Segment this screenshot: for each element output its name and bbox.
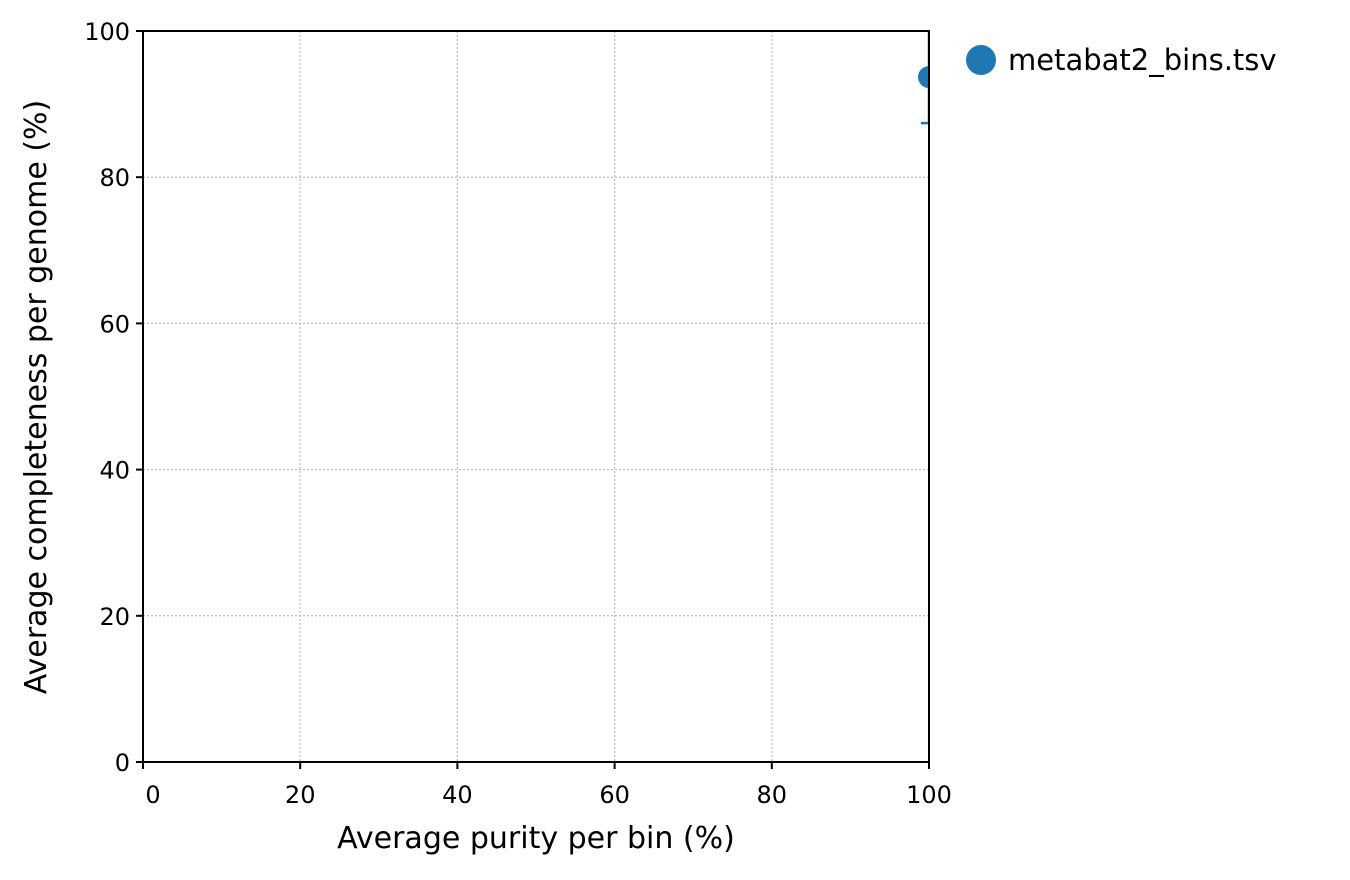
- axes: [142, 30, 930, 763]
- grid: [143, 31, 929, 762]
- y-tick-label: 60: [99, 310, 130, 338]
- y-tick-label: 0: [115, 749, 130, 777]
- x-tick-label: 20: [285, 781, 316, 809]
- x-tick-label: 100: [906, 781, 952, 809]
- x-axis-label: Average purity per bin (%): [337, 821, 735, 856]
- x-tick-label: 0: [145, 781, 160, 809]
- x-tick-label: 60: [599, 781, 630, 809]
- y-tick-label: 40: [99, 457, 130, 485]
- x-tick-label: 80: [757, 781, 788, 809]
- plot-frame: [142, 30, 930, 763]
- ticks: 0 20 40 60 80 100 0 20 40 60 80 100: [84, 18, 952, 809]
- x-tick-label: 40: [442, 781, 473, 809]
- y-axis-label: Average completeness per genome (%): [19, 100, 54, 695]
- y-tick-label: 80: [99, 164, 130, 192]
- y-tick-label: 100: [84, 18, 130, 46]
- legend-marker: [966, 45, 996, 75]
- data-layer: [918, 31, 929, 125]
- legend: metabat2_bins.tsv: [966, 43, 1277, 77]
- y-tick-label: 20: [99, 603, 130, 631]
- legend-label: metabat2_bins.tsv: [1008, 43, 1277, 77]
- data-point: [918, 66, 929, 89]
